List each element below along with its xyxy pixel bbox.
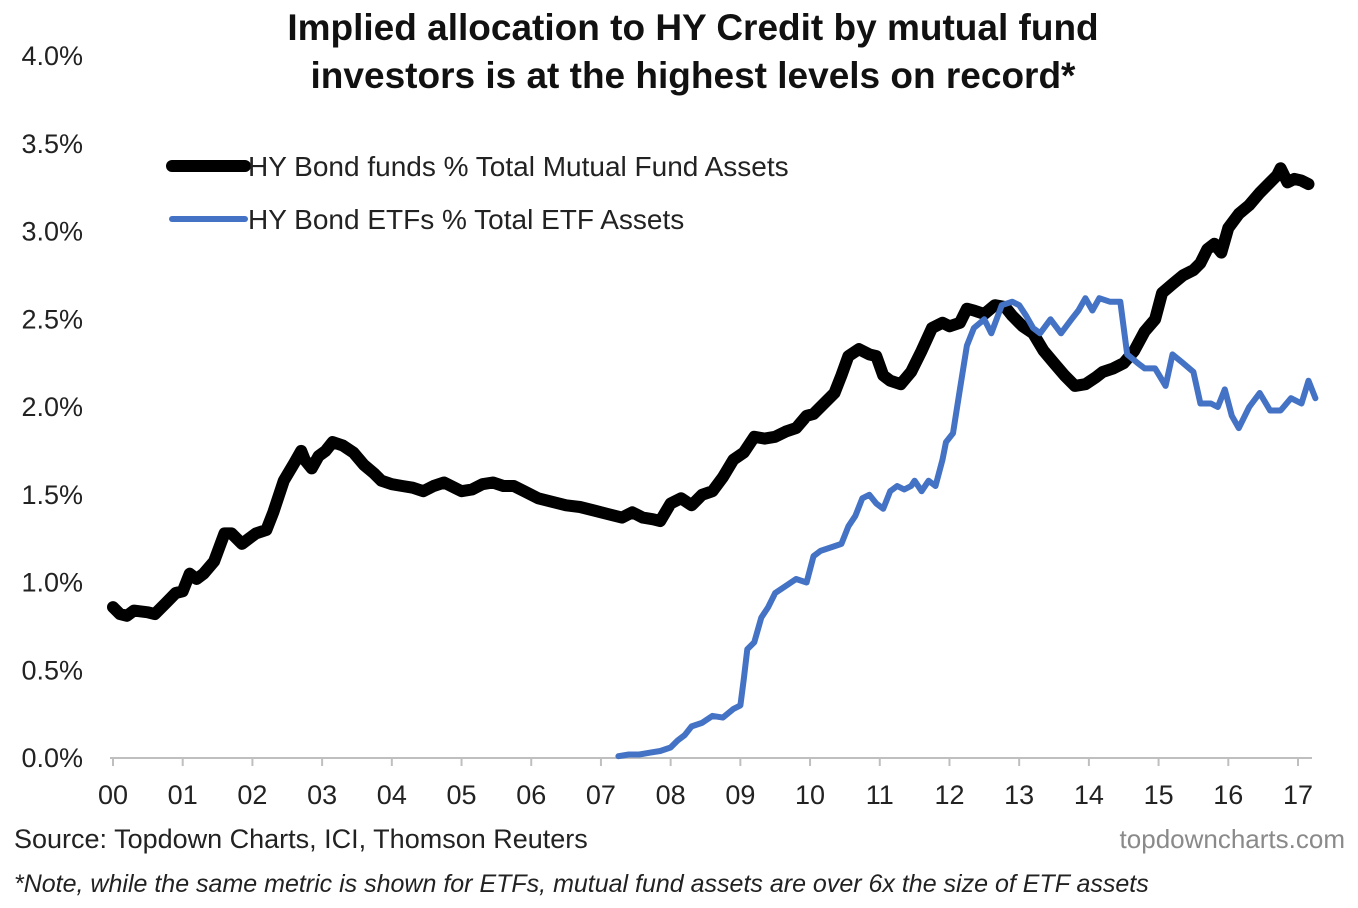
y-tick-label: 2.0% — [21, 392, 83, 422]
x-tick-label: 04 — [377, 780, 407, 810]
y-tick-label: 1.5% — [21, 480, 83, 510]
chart-title-line-2: investors is at the highest levels on re… — [311, 55, 1077, 96]
y-tick-label: 2.5% — [21, 304, 83, 334]
x-tick-label: 05 — [447, 780, 477, 810]
x-tick-label: 08 — [656, 780, 686, 810]
brand-watermark: topdowncharts.com — [1120, 824, 1345, 854]
x-tick-label: 07 — [586, 780, 616, 810]
x-tick-label: 15 — [1144, 780, 1174, 810]
y-tick-label: 0.0% — [21, 743, 83, 773]
legend-label-mutual-funds: HY Bond funds % Total Mutual Fund Assets — [248, 151, 789, 182]
x-tick-label: 09 — [725, 780, 755, 810]
y-axis-ticks: 0.0% 0.5% 1.0% 1.5% 2.0% 2.5% 3.0% 3.5% 4.0% — [21, 41, 83, 773]
x-tick-label: 03 — [307, 780, 337, 810]
x-tick-label: 00 — [98, 780, 128, 810]
x-tick-label: 10 — [795, 780, 825, 810]
y-tick-label: 1.0% — [21, 568, 83, 598]
series-layer — [107, 162, 1319, 760]
x-tick-label: 11 — [866, 780, 894, 810]
x-tick-label: 16 — [1213, 780, 1243, 810]
y-tick-label: 0.5% — [21, 655, 83, 685]
x-tick-label: 13 — [1004, 780, 1034, 810]
x-tick-label: 14 — [1074, 780, 1104, 810]
x-tick-label: 02 — [237, 780, 267, 810]
x-tick-label: 12 — [934, 780, 964, 810]
legend: HY Bond funds % Total Mutual Fund Assets… — [166, 151, 789, 235]
y-tick-label: 3.0% — [21, 217, 83, 247]
series-line-mutual-funds — [107, 162, 1315, 622]
x-tick-label: 17 — [1283, 780, 1313, 810]
x-axis-ticks: 00 01 02 03 04 05 06 07 08 09 10 11 12 13 14 15 16 17 — [98, 758, 1313, 810]
x-tick-label: 06 — [516, 780, 546, 810]
series-line-etfs — [615, 295, 1319, 760]
x-tick-label: 01 — [168, 780, 198, 810]
source-note: Source: Topdown Charts, ICI, Thomson Reu… — [14, 824, 588, 854]
legend-label-etfs: HY Bond ETFs % Total ETF Assets — [248, 204, 684, 235]
chart-title-line-1: Implied allocation to HY Credit by mutua… — [287, 7, 1098, 48]
footnote: *Note, while the same metric is shown fo… — [14, 870, 1149, 898]
y-tick-label: 3.5% — [21, 129, 83, 159]
y-tick-label: 4.0% — [21, 41, 83, 71]
